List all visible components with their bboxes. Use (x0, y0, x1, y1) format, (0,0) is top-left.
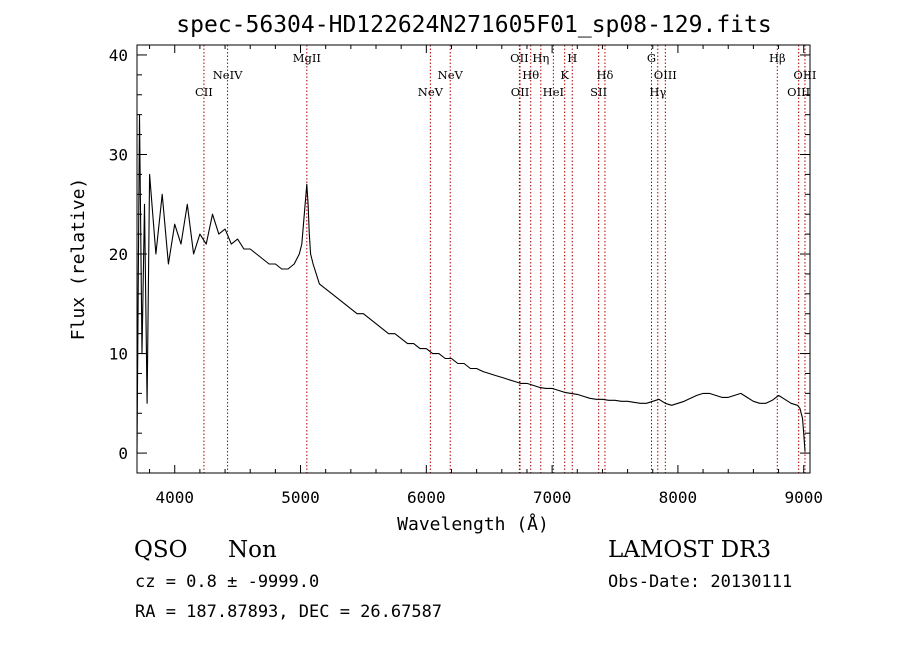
line-label-9: HeI (543, 85, 564, 99)
object-subclass: Non (228, 537, 277, 563)
line-label-1: NeIV (213, 68, 243, 82)
line-label-10: K (560, 68, 569, 82)
axes: 4000 5000 6000 7000 8000 9000 0 10 20 30 40 (109, 45, 823, 507)
line-label-4: NeV (438, 68, 464, 82)
series-line-0 (136, 114, 806, 454)
y-tick-label: 40 (109, 46, 128, 65)
spectrum-series (136, 114, 806, 454)
line-label-0: CII (195, 85, 213, 99)
line-label-19: OIII (793, 68, 816, 82)
y-tick-label: 30 (109, 145, 128, 164)
x-tick-label: 8000 (659, 488, 698, 507)
survey-name: LAMOST DR3 (608, 537, 772, 563)
coordinates: RA = 187.87893, DEC = 26.67587 (135, 602, 443, 622)
line-label-8: Hη (532, 51, 549, 65)
line-label-3: NeV (418, 85, 444, 99)
line-label-17: Hβ (769, 51, 786, 65)
line-label-7: Hθ (522, 68, 539, 82)
line-label-13: Hδ (596, 68, 613, 82)
x-tick-label: 9000 (784, 488, 823, 507)
y-tick-label: 10 (109, 345, 128, 364)
line-label-18: OIII (787, 85, 810, 99)
redshift-text: cz = 0.8 ± -9999.0 (135, 572, 320, 592)
x-tick-label: 7000 (533, 488, 572, 507)
x-tick-label: 4000 (155, 488, 194, 507)
plot-frame (136, 44, 811, 474)
line-label-6: OII (511, 85, 530, 99)
y-tick-label: 0 (118, 444, 128, 463)
chart-title: spec-56304-HD122624N271605F01_sp08-129.f… (176, 12, 771, 38)
line-label-12: SII (590, 85, 607, 99)
x-tick-label: 6000 (407, 488, 446, 507)
line-label-5: OII (510, 51, 529, 65)
object-class: QSO (134, 537, 188, 563)
line-label-16: OIII (654, 68, 677, 82)
line-label-15: Hγ (649, 85, 666, 99)
x-tick-label: 5000 (281, 488, 320, 507)
y-axis-label: Flux (relative) (68, 178, 89, 341)
line-label-2: MgII (293, 51, 321, 65)
line-label-11: H (567, 51, 577, 65)
x-axis-label: Wavelength (Å) (397, 513, 549, 535)
y-tick-label: 20 (109, 245, 128, 264)
obs-date: Obs-Date: 20130111 (608, 572, 793, 592)
line-label-14: G (647, 51, 656, 65)
emission-line-markers (203, 45, 806, 473)
